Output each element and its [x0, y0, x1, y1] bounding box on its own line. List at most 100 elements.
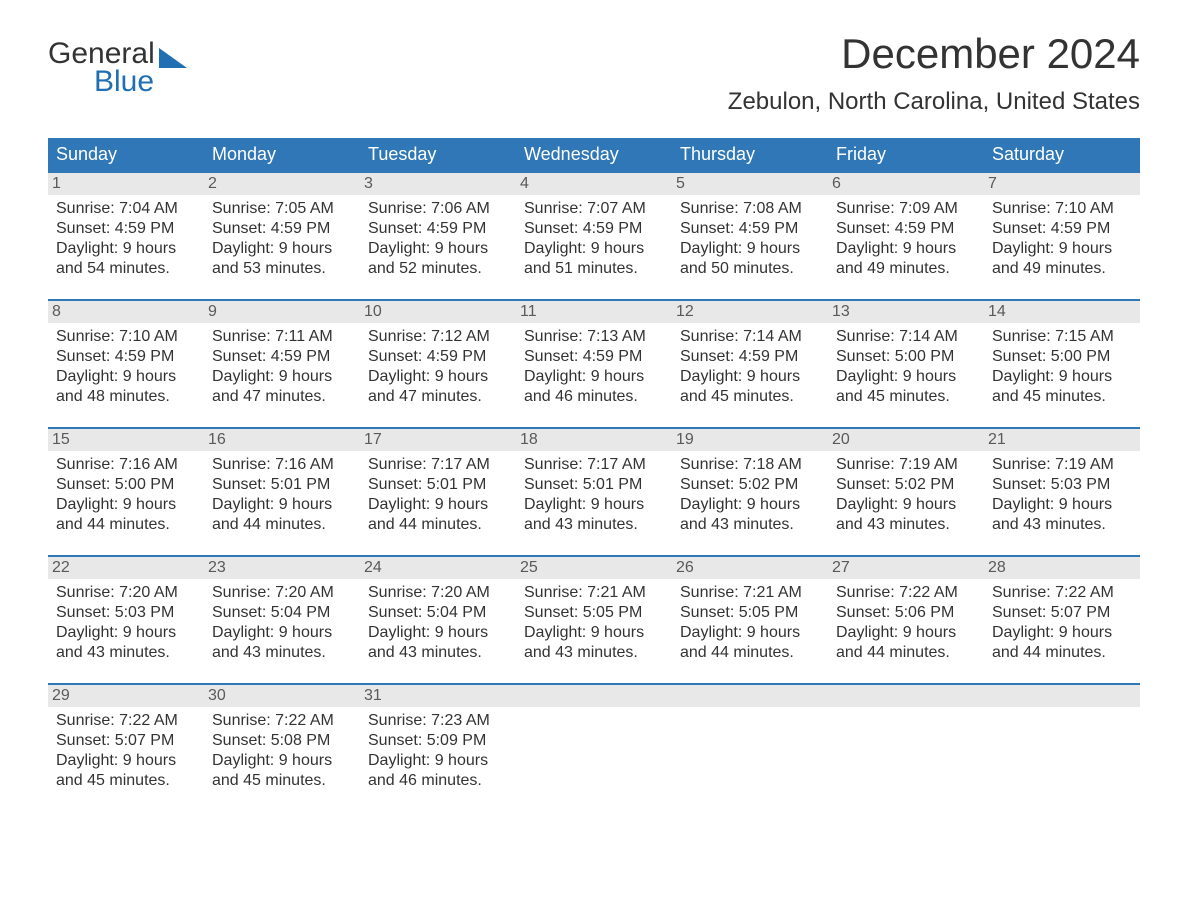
day-d2: and 44 minutes. — [212, 515, 352, 535]
calendar-day-cell: 26Sunrise: 7:21 AMSunset: 5:05 PMDayligh… — [672, 557, 828, 683]
day-d1: Daylight: 9 hours — [56, 495, 196, 515]
day-d1: Daylight: 9 hours — [212, 495, 352, 515]
day-d1: Daylight: 9 hours — [212, 367, 352, 387]
day-number: . — [828, 685, 984, 707]
day-sunset: Sunset: 5:01 PM — [524, 475, 664, 495]
day-number: 15 — [48, 429, 204, 451]
day-sunrise: Sunrise: 7:18 AM — [680, 455, 820, 475]
day-sunrise: Sunrise: 7:17 AM — [368, 455, 508, 475]
day-sunset: Sunset: 5:07 PM — [56, 731, 196, 751]
day-sunrise: Sunrise: 7:21 AM — [680, 583, 820, 603]
calendar-day-cell: 27Sunrise: 7:22 AMSunset: 5:06 PMDayligh… — [828, 557, 984, 683]
calendar-week-row: 1Sunrise: 7:04 AMSunset: 4:59 PMDaylight… — [48, 171, 1140, 299]
day-sunrise: Sunrise: 7:07 AM — [524, 199, 664, 219]
day-d2: and 45 minutes. — [680, 387, 820, 407]
calendar-day-cell: 15Sunrise: 7:16 AMSunset: 5:00 PMDayligh… — [48, 429, 204, 555]
day-d2: and 43 minutes. — [368, 643, 508, 663]
day-d2: and 43 minutes. — [212, 643, 352, 663]
day-number: 4 — [516, 173, 672, 195]
day-d1: Daylight: 9 hours — [212, 623, 352, 643]
day-d1: Daylight: 9 hours — [56, 623, 196, 643]
day-d1: Daylight: 9 hours — [680, 367, 820, 387]
day-number: 29 — [48, 685, 204, 707]
day-d2: and 45 minutes. — [836, 387, 976, 407]
day-d2: and 43 minutes. — [524, 515, 664, 535]
day-sunset: Sunset: 5:06 PM — [836, 603, 976, 623]
day-d2: and 44 minutes. — [56, 515, 196, 535]
day-number: 20 — [828, 429, 984, 451]
day-number: 30 — [204, 685, 360, 707]
day-d1: Daylight: 9 hours — [56, 239, 196, 259]
day-d2: and 44 minutes. — [992, 643, 1132, 663]
day-sunset: Sunset: 4:59 PM — [212, 347, 352, 367]
day-d1: Daylight: 9 hours — [992, 623, 1132, 643]
title-block: December 2024 Zebulon, North Carolina, U… — [728, 30, 1140, 116]
day-number: 1 — [48, 173, 204, 195]
day-d1: Daylight: 9 hours — [836, 495, 976, 515]
day-number: 13 — [828, 301, 984, 323]
day-d1: Daylight: 9 hours — [524, 367, 664, 387]
day-sunset: Sunset: 4:59 PM — [56, 219, 196, 239]
day-sunset: Sunset: 4:59 PM — [524, 347, 664, 367]
day-number: 19 — [672, 429, 828, 451]
calendar-day-cell: 3Sunrise: 7:06 AMSunset: 4:59 PMDaylight… — [360, 173, 516, 299]
day-d2: and 45 minutes. — [212, 771, 352, 791]
day-sunset: Sunset: 5:04 PM — [368, 603, 508, 623]
day-number: 21 — [984, 429, 1140, 451]
calendar: Sunday Monday Tuesday Wednesday Thursday… — [48, 138, 1140, 811]
calendar-day-cell: 9 Sunrise: 7:11 AMSunset: 4:59 PMDaylight… — [204, 301, 360, 427]
day-number: 16 — [204, 429, 360, 451]
day-d1: Daylight: 9 hours — [368, 239, 508, 259]
calendar-day-cell: 20 Sunrise: 7:19 AMSunset: 5:02 PMDayligh… — [828, 429, 984, 555]
day-number: . — [984, 685, 1140, 707]
calendar-day-cell: 10Sunrise: 7:12 AMSunset: 4:59 PMDayligh… — [360, 301, 516, 427]
day-d2: and 53 minutes. — [212, 259, 352, 279]
brand-logo: General Blue — [48, 30, 187, 97]
day-sunset: Sunset: 5:00 PM — [56, 475, 196, 495]
calendar-day-cell: 12 Sunrise: 7:14 AMSunset: 4:59 PMDayligh… — [672, 301, 828, 427]
day-d1: Daylight: 9 hours — [212, 751, 352, 771]
day-number: 11 — [516, 301, 672, 323]
day-number: 26 — [672, 557, 828, 579]
day-sunset: Sunset: 4:59 PM — [680, 347, 820, 367]
day-sunrise: Sunrise: 7:14 AM — [680, 327, 820, 347]
day-d1: Daylight: 9 hours — [992, 239, 1132, 259]
day-sunrise: Sunrise: 7:10 AM — [992, 199, 1132, 219]
day-sunset: Sunset: 5:01 PM — [212, 475, 352, 495]
day-number: 3 — [360, 173, 516, 195]
day-number: 22 — [48, 557, 204, 579]
day-sunrise: Sunrise: 7:19 AM — [836, 455, 976, 475]
day-number: . — [516, 685, 672, 707]
calendar-day-cell: 24Sunrise: 7:20 AMSunset: 5:04 PMDayligh… — [360, 557, 516, 683]
day-d1: Daylight: 9 hours — [680, 239, 820, 259]
day-number: 12 — [672, 301, 828, 323]
day-sunrise: Sunrise: 7:13 AM — [524, 327, 664, 347]
calendar-week-row: 22Sunrise: 7:20 AMSunset: 5:03 PMDayligh… — [48, 555, 1140, 683]
calendar-day-cell: . — [516, 685, 672, 811]
day-sunset: Sunset: 5:02 PM — [680, 475, 820, 495]
day-d2: and 45 minutes. — [56, 771, 196, 791]
weekday-header: Wednesday — [516, 138, 672, 171]
brand-word-2: Blue — [48, 66, 154, 98]
day-d1: Daylight: 9 hours — [680, 623, 820, 643]
month-title: December 2024 — [728, 30, 1140, 78]
calendar-day-cell: . — [828, 685, 984, 811]
calendar-day-cell: 4Sunrise: 7:07 AMSunset: 4:59 PMDaylight… — [516, 173, 672, 299]
day-sunrise: Sunrise: 7:04 AM — [56, 199, 196, 219]
calendar-day-cell: 13Sunrise: 7:14 AMSunset: 5:00 PMDayligh… — [828, 301, 984, 427]
day-sunset: Sunset: 5:05 PM — [524, 603, 664, 623]
day-sunrise: Sunrise: 7:06 AM — [368, 199, 508, 219]
day-sunrise: Sunrise: 7:09 AM — [836, 199, 976, 219]
day-sunrise: Sunrise: 7:11 AM — [212, 327, 352, 347]
day-d1: Daylight: 9 hours — [524, 239, 664, 259]
calendar-day-cell: 1 Sunrise: 7:04 AMSunset: 4:59 PMDaylight… — [48, 173, 204, 299]
calendar-day-cell: 23Sunrise: 7:20 AMSunset: 5:04 PMDayligh… — [204, 557, 360, 683]
calendar-day-cell: 30Sunrise: 7:22 AMSunset: 5:08 PMDayligh… — [204, 685, 360, 811]
day-d1: Daylight: 9 hours — [836, 623, 976, 643]
day-d2: and 49 minutes. — [992, 259, 1132, 279]
day-d2: and 44 minutes. — [836, 643, 976, 663]
day-sunset: Sunset: 5:02 PM — [836, 475, 976, 495]
day-number: 9 — [204, 301, 360, 323]
day-sunset: Sunset: 5:01 PM — [368, 475, 508, 495]
calendar-day-cell: 28Sunrise: 7:22 AMSunset: 5:07 PMDayligh… — [984, 557, 1140, 683]
